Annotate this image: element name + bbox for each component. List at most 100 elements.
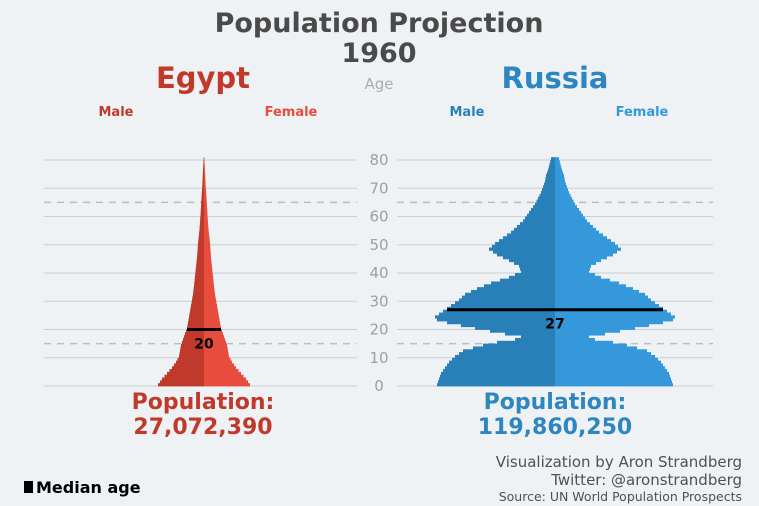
egypt-female-bar	[204, 340, 226, 345]
egypt-female-bar	[204, 176, 206, 181]
egypt-female-bar	[204, 241, 210, 246]
russia-female-bar	[555, 267, 590, 271]
russia-female-bar	[555, 278, 610, 282]
russia-male-bar	[548, 168, 555, 172]
russia-female-bar	[555, 253, 613, 257]
egypt-male-bar	[193, 289, 204, 294]
egypt-female-bar	[204, 363, 234, 367]
egypt-female-bar	[204, 244, 211, 248]
egypt-female-bar	[204, 196, 207, 200]
egypt-female-bar	[204, 298, 216, 302]
egypt-female-bar	[204, 343, 227, 347]
egypt-female-bar	[204, 191, 207, 195]
russia-male-bar	[548, 165, 555, 169]
russia-female-bar	[555, 205, 577, 209]
russia-male-bar	[521, 335, 555, 339]
russia-male-bar	[452, 357, 555, 361]
egypt-female-bar	[204, 174, 206, 178]
russia-female-bar	[555, 208, 579, 212]
russia-male-bar	[493, 250, 555, 254]
egypt-male-bar	[167, 371, 204, 376]
russia-female-bar	[555, 312, 671, 316]
russia-male-bar	[473, 346, 555, 350]
egypt-female-bar	[204, 284, 214, 288]
russia-male-bar	[541, 191, 555, 195]
chart-title: Population Projection	[215, 8, 544, 39]
egypt-male-bar	[202, 188, 204, 192]
russia-male-bar	[438, 380, 555, 384]
russia-male-bar	[443, 309, 555, 313]
egypt-male-bar	[203, 165, 204, 169]
russia-male-bar	[521, 270, 555, 274]
egypt-population-value: 27,072,390	[133, 415, 272, 440]
russia-male-bar	[497, 340, 555, 345]
egypt-female-bar	[204, 369, 239, 373]
russia-female-bar	[555, 157, 559, 161]
russia-male-bar	[451, 304, 555, 308]
egypt-male-bar	[190, 309, 204, 313]
egypt-male-bar	[199, 227, 204, 232]
egypt-female-bar	[204, 295, 216, 299]
russia-female-bar	[555, 168, 562, 172]
egypt-female-bar	[204, 309, 218, 313]
egypt-female-label: Female	[265, 105, 318, 120]
egypt-female-bar	[204, 366, 236, 370]
egypt-population-label: Population:	[132, 390, 275, 415]
median-legend-label: Median age	[36, 478, 141, 497]
egypt-female-bar	[204, 205, 208, 209]
egypt-male-bar	[164, 374, 204, 378]
russia-male-bar	[544, 182, 555, 186]
russia-female-bar	[555, 315, 675, 319]
russia-male-bar	[527, 213, 555, 217]
egypt-female-bar	[204, 383, 250, 387]
egypt-female-bar	[204, 171, 206, 175]
russia-female-bar	[555, 213, 583, 217]
egypt-female-bar	[204, 315, 219, 319]
egypt-male-bar	[194, 278, 204, 282]
egypt-female-bar	[204, 193, 207, 198]
egypt-male-bar	[181, 343, 204, 347]
egypt-female-bar	[204, 162, 205, 167]
russia-female-bar	[555, 360, 661, 364]
russia-female-bar	[555, 222, 590, 226]
pyramids	[158, 157, 675, 387]
russia-male-bar	[440, 374, 555, 378]
y-tick-label: 80	[369, 151, 388, 169]
egypt-male-bar	[183, 337, 204, 342]
russia-female-bar	[555, 301, 655, 305]
y-tick-label: 20	[369, 321, 388, 339]
russia-male-bar	[465, 292, 555, 296]
egypt-male-bar	[202, 182, 204, 186]
egypt-male-bar	[197, 253, 204, 257]
egypt-female-bar	[204, 273, 213, 277]
russia-female-bar	[555, 162, 561, 167]
russia-male-bar	[490, 329, 555, 333]
y-tick-label: 10	[369, 349, 388, 367]
egypt-male-bar	[198, 233, 204, 237]
egypt-female-bar	[204, 230, 209, 234]
russia-female-bar	[555, 374, 670, 378]
russia-female-bar	[555, 349, 647, 353]
russia-female-bar	[555, 337, 595, 342]
russia-male-bar	[549, 162, 555, 167]
y-axis-ticks: 0 10 20 30 40 50 60 70 80	[369, 151, 388, 395]
egypt-male-bar	[187, 323, 204, 328]
egypt-female-bar	[204, 210, 208, 215]
egypt-female-bar	[204, 357, 231, 361]
egypt-male-bar	[179, 352, 204, 356]
egypt-male-bar	[199, 222, 204, 226]
russia-female-bar	[555, 321, 663, 325]
egypt-female-bar	[204, 258, 212, 263]
russia-male-bar	[443, 369, 555, 373]
egypt-male-bar	[188, 318, 204, 322]
russia-male-bar	[492, 244, 555, 248]
russia-male-bar	[455, 354, 555, 359]
russia-male-bar	[515, 273, 555, 277]
egypt-female-bar	[204, 250, 211, 254]
russia-female-bar	[555, 270, 589, 274]
egypt-female-bar	[204, 335, 224, 339]
russia-female-bar	[555, 309, 667, 313]
russia-female-bar	[555, 273, 595, 277]
egypt-male-bar	[202, 185, 204, 189]
russia-female-bar	[555, 196, 572, 200]
